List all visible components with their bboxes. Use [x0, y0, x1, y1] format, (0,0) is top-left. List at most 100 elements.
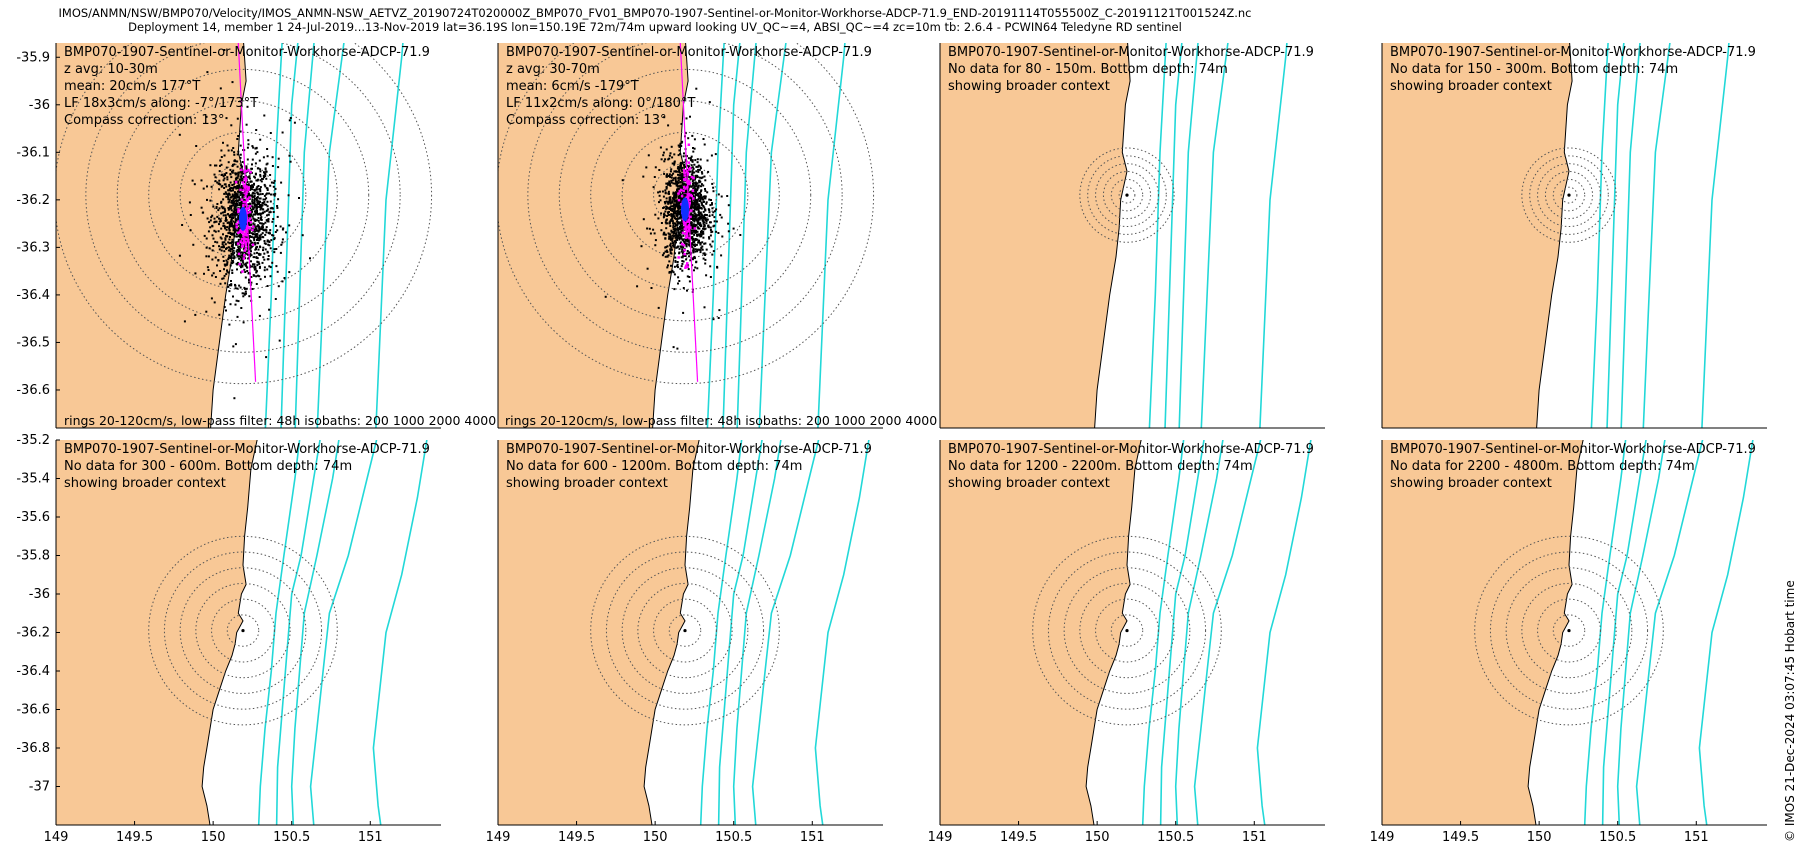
lowpass-point	[693, 227, 697, 230]
scatter-point	[682, 238, 685, 241]
scatter-point	[234, 160, 237, 163]
scatter-point	[227, 271, 230, 274]
x-tick-label: 149	[44, 830, 69, 845]
lowpass-point	[244, 242, 247, 245]
scatter-point	[231, 216, 234, 219]
panel-p2: BMP070-1907-Sentinel-or-Monitor-Workhors…	[497, 43, 883, 429]
scatter-point	[256, 237, 259, 240]
isobath-p4-0	[1590, 43, 1609, 428]
scatter-point	[227, 285, 230, 288]
scatter-point	[674, 176, 677, 179]
scatter-point	[228, 229, 231, 232]
scatter-point	[663, 206, 665, 209]
scatter-point	[229, 248, 232, 250]
scatter-point	[220, 163, 223, 166]
scatter-point	[707, 208, 710, 211]
scatter-point	[697, 206, 700, 209]
scatter-point	[691, 238, 694, 241]
scatter-point	[219, 164, 221, 167]
scatter-point	[678, 233, 681, 236]
scatter-point	[727, 230, 730, 233]
lowpass-point	[685, 232, 689, 235]
scatter-point	[236, 190, 239, 193]
scatter-point	[238, 178, 241, 181]
scatter-point	[701, 196, 704, 199]
scatter-point	[727, 222, 730, 225]
scatter-point	[691, 213, 694, 216]
ring-p7-4	[1047, 551, 1207, 710]
scatter-point	[708, 215, 711, 217]
scatter-point	[235, 229, 238, 232]
scatter-point	[694, 206, 697, 209]
scatter-point	[253, 200, 256, 203]
scatter-point	[237, 249, 240, 252]
ring-p5-0	[226, 614, 260, 647]
ring-p5-2	[195, 582, 291, 679]
lowpass-point	[680, 242, 684, 246]
scatter-point	[692, 184, 695, 187]
scatter-point	[697, 203, 700, 206]
scatter-point	[679, 267, 682, 270]
scatter-point	[259, 236, 262, 239]
scatter-point	[689, 178, 692, 181]
scatter-point	[235, 187, 238, 190]
panel-label-p8-0: BMP070-1907-Sentinel-or-Monitor-Workhors…	[1390, 442, 1756, 457]
scatter-point	[230, 205, 233, 208]
scatter-point	[673, 246, 676, 249]
scatter-point	[695, 165, 698, 168]
scatter-point	[652, 228, 655, 231]
scatter-point	[266, 214, 268, 217]
scatter-point	[288, 224, 291, 227]
scatter-point	[265, 226, 268, 229]
scatter-point	[241, 192, 244, 195]
lowpass-point	[690, 175, 694, 179]
isobath-p6-1	[717, 440, 763, 825]
scatter-point	[260, 222, 263, 225]
scatter-point	[670, 168, 673, 171]
scatter-point	[642, 218, 645, 221]
scatter-point	[271, 156, 274, 159]
scatter-point	[194, 313, 197, 316]
scatter-point	[230, 257, 233, 260]
scatter-point	[698, 222, 701, 225]
isobath-p2-0	[706, 43, 725, 428]
scatter-point	[243, 181, 246, 183]
scatter-point	[200, 206, 203, 209]
scatter-point	[693, 196, 696, 199]
scatter-point	[665, 205, 668, 208]
scatter-point	[669, 176, 672, 178]
scatter-point	[261, 261, 264, 264]
scatter-point	[221, 241, 224, 244]
scatter-point	[259, 227, 262, 230]
lowpass-point	[244, 228, 247, 232]
scatter-point	[696, 233, 698, 236]
scatter-point	[691, 171, 694, 174]
scatter-point	[223, 268, 225, 271]
scatter-point	[253, 192, 256, 195]
scatter-point	[274, 187, 277, 190]
scatter-point	[697, 186, 700, 189]
scatter-point	[248, 230, 251, 233]
scatter-point	[263, 269, 266, 272]
scatter-point	[228, 222, 231, 225]
scatter-point	[695, 87, 698, 90]
scatter-point	[675, 217, 678, 220]
scatter-point	[706, 218, 709, 221]
scatter-point	[670, 215, 673, 217]
scatter-point	[250, 250, 252, 253]
scatter-point	[231, 269, 234, 272]
scatter-point	[693, 229, 696, 232]
scatter-point	[670, 229, 673, 232]
scatter-point	[673, 170, 676, 173]
scatter-point	[701, 214, 704, 217]
scatter-point	[701, 219, 704, 222]
scatter-point	[258, 239, 260, 242]
lowpass-point	[688, 198, 691, 202]
scatter-point	[301, 234, 304, 237]
scatter-point	[668, 237, 671, 240]
lowpass-point	[242, 192, 246, 195]
scatter-point	[230, 149, 233, 152]
panel-label-p4-2: showing broader context	[1390, 79, 1552, 94]
scatter-point	[666, 175, 668, 178]
scatter-point	[686, 240, 689, 243]
